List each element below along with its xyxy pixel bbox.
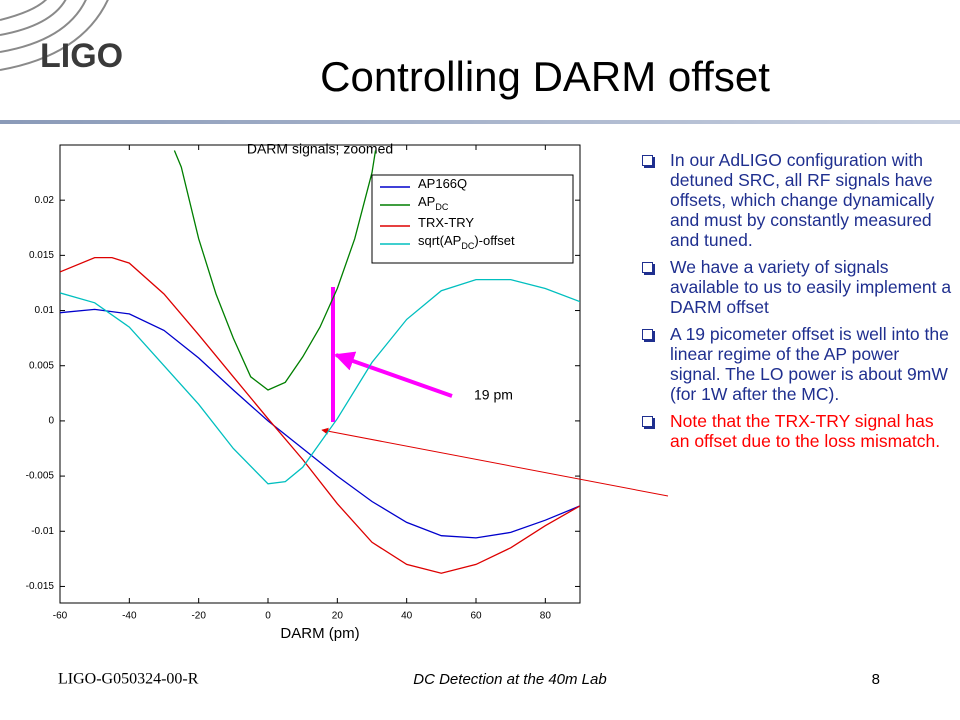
legend-name: sqrt(AP bbox=[418, 233, 461, 248]
footer-id: LIGO-G050324-00-R bbox=[58, 671, 199, 688]
legend-label: APDC bbox=[418, 194, 449, 212]
legend-subscript: DC bbox=[435, 202, 448, 212]
y-tick-label: 0.01 bbox=[35, 305, 55, 316]
x-tick-label: 60 bbox=[470, 611, 482, 622]
y-tick-label: -0.01 bbox=[31, 526, 54, 537]
legend-subscript: DC bbox=[461, 241, 474, 251]
bullet: A 19 picometer offset is well into the l… bbox=[640, 324, 952, 404]
y-tick-label: -0.015 bbox=[26, 581, 55, 592]
x-tick-label: -40 bbox=[122, 611, 137, 622]
x-axis-label: DARM (pm) bbox=[280, 625, 359, 642]
legend-name-end: )-offset bbox=[474, 233, 515, 248]
pointer-arrow bbox=[321, 427, 669, 497]
bullet: In our AdLIGO configuration with detuned… bbox=[640, 150, 952, 250]
data-line bbox=[60, 308, 580, 539]
data-line bbox=[60, 278, 580, 485]
data-line bbox=[173, 150, 377, 391]
legend-name: AP166Q bbox=[418, 176, 467, 191]
footer-subtitle: DC Detection at the 40m Lab bbox=[413, 671, 606, 688]
x-tick-label: 80 bbox=[540, 611, 552, 622]
logo-arcs bbox=[0, 0, 109, 71]
legend-name: TRX-TRY bbox=[418, 215, 474, 230]
page-number: 8 bbox=[872, 671, 880, 688]
y-tick-label: 0 bbox=[48, 416, 54, 427]
x-tick-label: 0 bbox=[265, 611, 271, 622]
y-tick-label: 0.005 bbox=[29, 360, 54, 371]
slide-title: Controlling DARM offset bbox=[320, 53, 770, 100]
title-rule bbox=[0, 120, 960, 124]
x-tick-label: 40 bbox=[401, 611, 413, 622]
logo: LIGO bbox=[40, 37, 123, 75]
x-tick-label: 20 bbox=[332, 611, 344, 622]
bullet: We have a variety of signals available t… bbox=[640, 257, 952, 317]
legend-label: sqrt(APDC)-offset bbox=[418, 233, 515, 251]
legend-name: AP bbox=[418, 194, 435, 209]
x-tick-label: -20 bbox=[191, 611, 206, 622]
x-tick-label: -60 bbox=[53, 611, 68, 622]
data-line bbox=[60, 256, 580, 574]
y-tick-label: 0.02 bbox=[35, 195, 55, 206]
bullet-list: In our AdLIGO configuration with detuned… bbox=[640, 150, 952, 458]
chart-title: DARM signals, zoomed bbox=[247, 141, 393, 157]
legend-label: AP166Q bbox=[418, 176, 467, 191]
legend-box bbox=[371, 174, 574, 264]
legend-label: TRX-TRY bbox=[418, 215, 474, 230]
bullet: Note that the TRX-TRY signal has an offs… bbox=[640, 411, 952, 451]
y-tick-label: 0.015 bbox=[29, 250, 54, 261]
offset-arrow bbox=[334, 351, 453, 398]
annotation: 19 pm bbox=[474, 387, 513, 403]
y-tick-label: -0.005 bbox=[26, 471, 55, 482]
